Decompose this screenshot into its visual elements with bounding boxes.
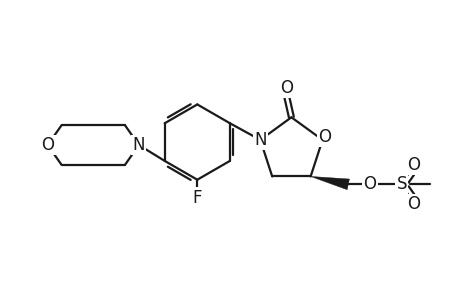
Text: O: O [41,136,54,154]
Text: S: S [396,176,406,194]
Text: O: O [280,79,292,97]
Text: O: O [317,128,330,146]
Polygon shape [310,176,349,190]
Text: F: F [192,189,202,207]
Text: O: O [363,176,376,194]
Text: N: N [132,136,145,154]
Text: N: N [253,131,266,149]
Text: O: O [406,156,419,174]
Text: O: O [406,195,419,213]
